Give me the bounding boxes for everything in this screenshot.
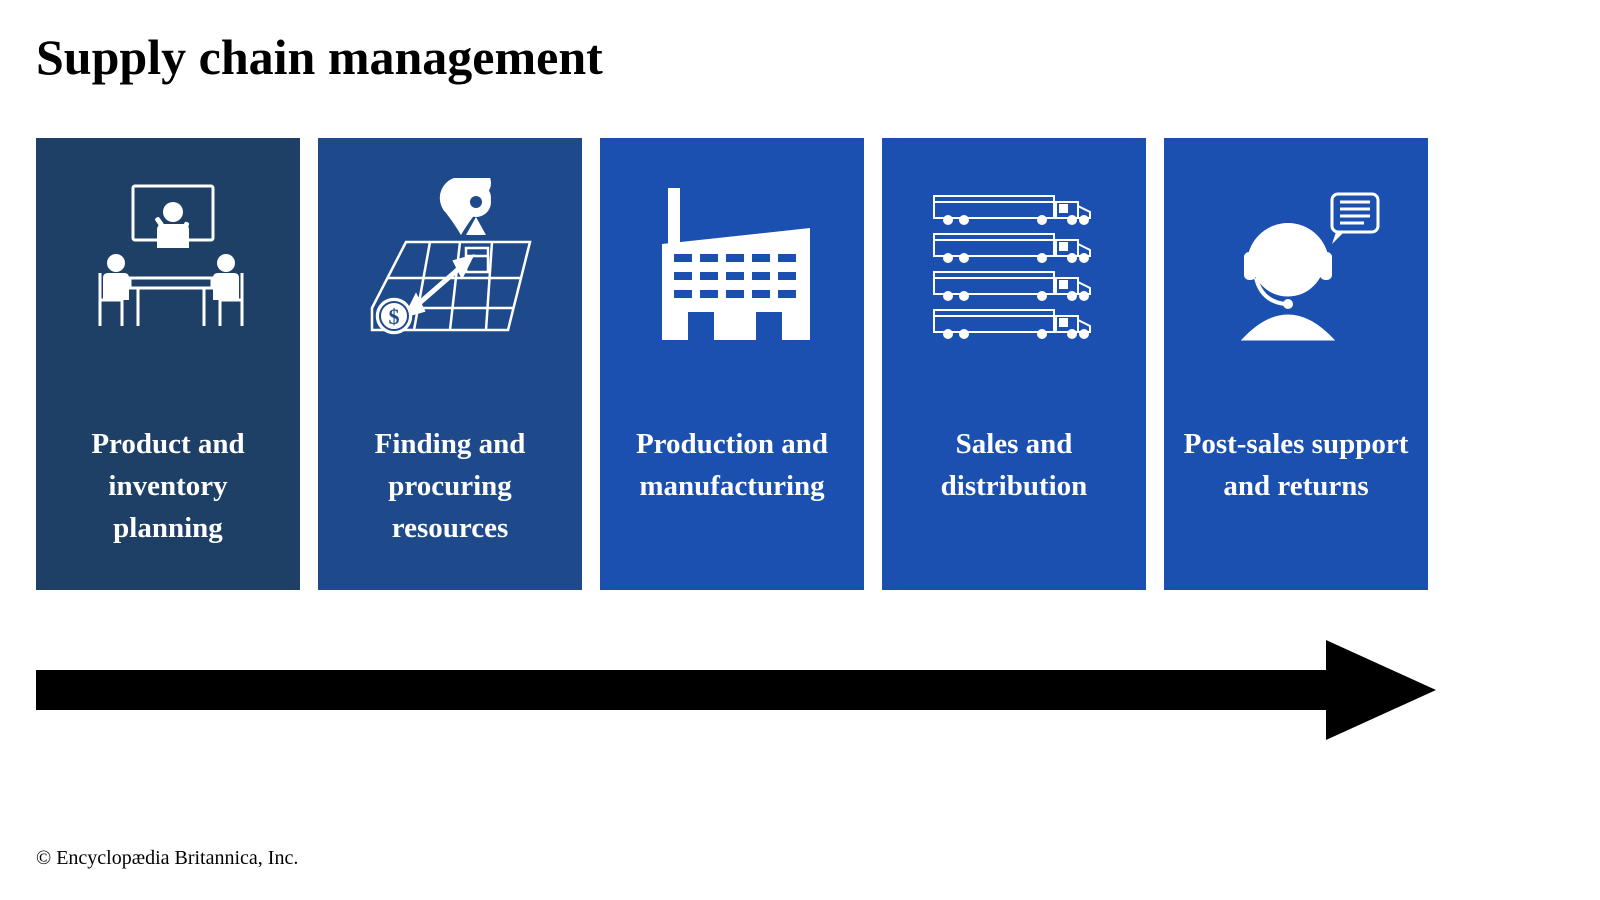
svg-text:$: $ (389, 304, 400, 329)
headset-support-icon (1206, 178, 1386, 348)
panel-label: Post-sales support and returns (1164, 423, 1428, 507)
flow-arrow (36, 640, 1436, 740)
copyright-text: © Encyclopædia Britannica, Inc. (36, 847, 298, 870)
panel-label: Sales and distribution (882, 423, 1146, 507)
panel-production: Production and manufacturing (600, 138, 864, 590)
map-sourcing-icon: $ (360, 178, 540, 348)
panel-planning: Product and inventory planning (36, 138, 300, 590)
trucks-icon (924, 178, 1104, 348)
panel-row: Product and inventory planning (36, 138, 1428, 590)
factory-icon (642, 178, 822, 348)
panel-distribution: Sales and distribution (882, 138, 1146, 590)
panel-procuring: $ Finding and procuring resources (318, 138, 582, 590)
panel-label: Product and inventory planning (36, 423, 300, 549)
panel-label: Production and manufacturing (600, 423, 864, 507)
page-title: Supply chain management (36, 28, 603, 86)
meeting-planning-icon (78, 178, 258, 348)
panel-label: Finding and procuring resources (318, 423, 582, 549)
panel-support: Post-sales support and returns (1164, 138, 1428, 590)
